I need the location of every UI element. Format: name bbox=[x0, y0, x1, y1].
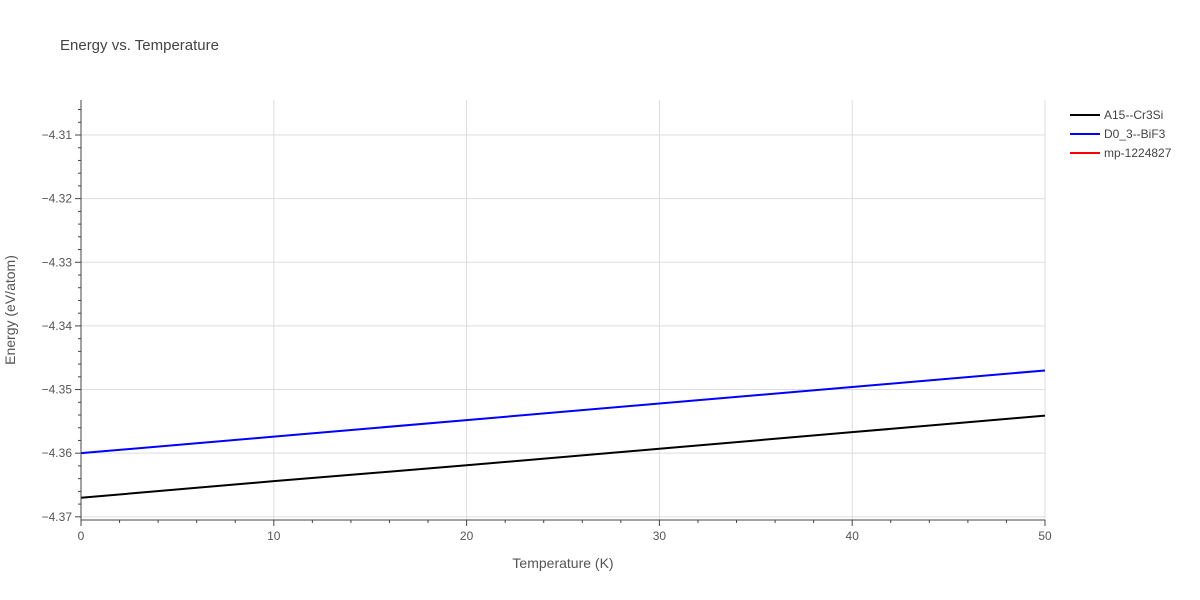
y-tick-label: −4.31 bbox=[42, 128, 73, 142]
legend-label: mp-1224827 bbox=[1104, 146, 1172, 160]
series-lines bbox=[80, 369, 1046, 499]
y-axis-title: Energy (eV/atom) bbox=[2, 255, 18, 365]
x-tick-label: 20 bbox=[460, 529, 474, 543]
x-axis-title: Temperature (K) bbox=[512, 555, 613, 571]
x-tick-label: 0 bbox=[78, 529, 85, 543]
legend-label: D0_3--BiF3 bbox=[1104, 127, 1166, 141]
x-tick-label: 30 bbox=[653, 529, 667, 543]
x-tick-label: 40 bbox=[846, 529, 860, 543]
y-tick-label: −4.33 bbox=[42, 255, 73, 269]
y-tick-label: −4.36 bbox=[42, 446, 73, 460]
legend-item[interactable]: D0_3--BiF3 bbox=[1070, 127, 1166, 141]
series-line-1 bbox=[80, 414, 1046, 499]
legend-label: A15--Cr3Si bbox=[1104, 108, 1163, 122]
legend: A15--Cr3Si D0_3--BiF3 mp-1224827 bbox=[1070, 108, 1172, 160]
axes: 0 10 20 30 40 50 −4.37 −4.36 −4.35 −4.34 −4.33 −4.3… bbox=[42, 100, 1052, 543]
grid-lines bbox=[81, 100, 1046, 520]
x-tick-label: 50 bbox=[1038, 529, 1052, 543]
y-tick-label: −4.34 bbox=[42, 319, 73, 333]
legend-item[interactable]: mp-1224827 bbox=[1070, 146, 1172, 160]
legend-item[interactable]: A15--Cr3Si bbox=[1070, 108, 1163, 122]
y-tick-label: −4.35 bbox=[42, 383, 73, 397]
y-tick-label: −4.32 bbox=[42, 192, 73, 206]
x-tick-label: 10 bbox=[267, 529, 281, 543]
series-line-2 bbox=[80, 369, 1046, 455]
chart-title: Energy vs. Temperature bbox=[60, 37, 219, 54]
y-tick-label: −4.37 bbox=[42, 510, 73, 524]
